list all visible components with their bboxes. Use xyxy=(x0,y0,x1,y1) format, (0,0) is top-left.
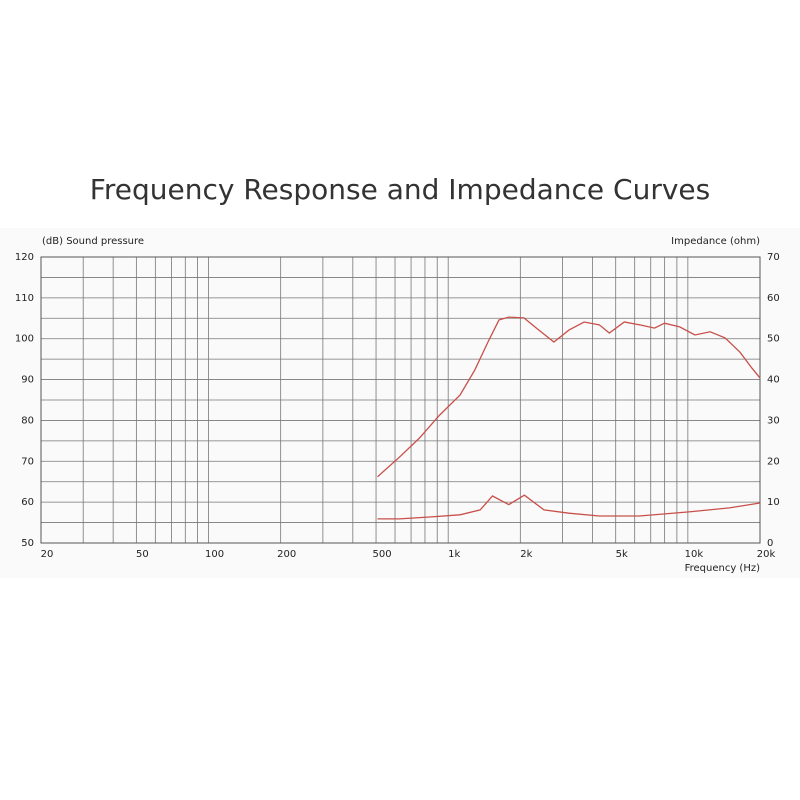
y-axis-label: (dB) Sound pressure xyxy=(42,236,144,247)
x-tick-label: 2k xyxy=(520,549,532,560)
x-tick-label: 500 xyxy=(372,549,391,560)
y2-axis-label: Impedance (ohm) xyxy=(671,236,760,247)
y-tick-label: 120 xyxy=(15,252,34,263)
x-tick-label: 20k xyxy=(757,549,776,560)
y2-tick-label: 30 xyxy=(767,415,780,426)
y-tick-label: 100 xyxy=(15,334,34,345)
x-tick-label: 1k xyxy=(448,549,460,560)
y2-tick-label: 20 xyxy=(767,456,780,467)
x-tick-label: 100 xyxy=(205,549,224,560)
chart-background xyxy=(0,228,800,578)
y-tick-label: 60 xyxy=(21,497,34,508)
x-tick-label: 10k xyxy=(685,549,704,560)
y2-tick-label: 60 xyxy=(767,293,780,304)
x-tick-label: 5k xyxy=(616,549,628,560)
plot-frame xyxy=(40,256,761,544)
y-tick-label: 110 xyxy=(15,293,34,304)
data-line xyxy=(377,494,761,520)
y-tick-label: 70 xyxy=(21,456,34,467)
y-tick-label: 80 xyxy=(21,415,34,426)
y2-tick-label: 0 xyxy=(767,538,773,549)
y2-tick-label: 70 xyxy=(767,252,780,263)
x-axis-label: Frequency (Hz) xyxy=(685,563,761,574)
data-line xyxy=(377,316,761,478)
chart-title: Frequency Response and Impedance Curves xyxy=(90,173,710,206)
y2-tick-label: 10 xyxy=(767,497,780,508)
y-tick-label: 90 xyxy=(21,375,34,386)
x-tick-label: 50 xyxy=(136,549,149,560)
y2-tick-label: 50 xyxy=(767,334,780,345)
y-tick-label: 50 xyxy=(21,538,34,549)
x-tick-label: 20 xyxy=(41,549,54,560)
y2-tick-label: 40 xyxy=(767,375,780,386)
x-tick-label: 200 xyxy=(277,549,296,560)
